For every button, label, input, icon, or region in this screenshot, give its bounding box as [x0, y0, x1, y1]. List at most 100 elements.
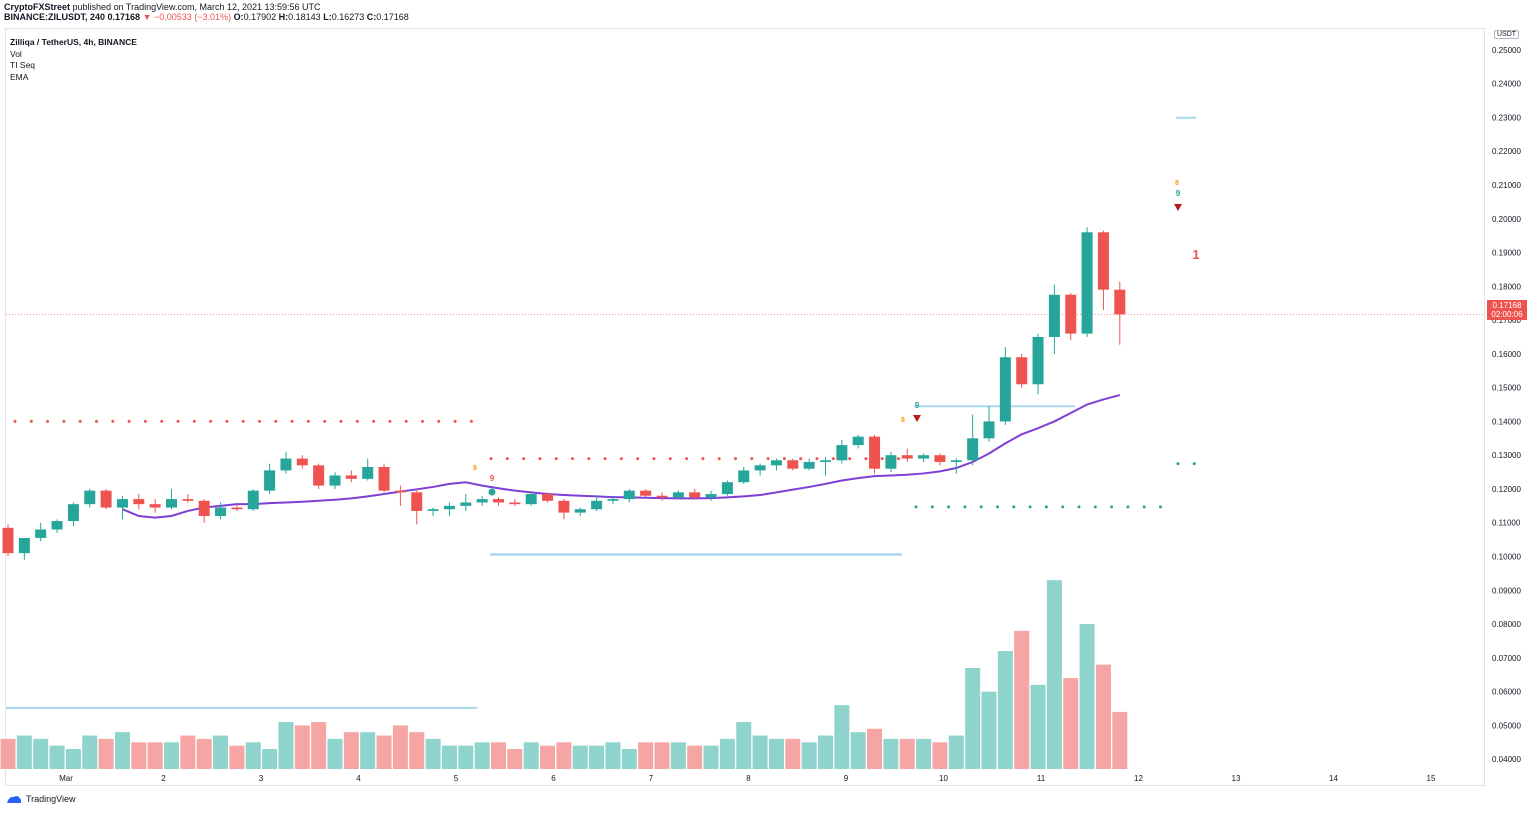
volume-bar — [638, 742, 654, 769]
candle-body — [198, 500, 210, 516]
candle-body — [738, 470, 750, 483]
stop-dot-red — [46, 419, 50, 423]
price-axis-tick: 0.10000 — [1492, 553, 1521, 562]
candle-body — [313, 465, 325, 486]
legend-ema[interactable]: EMA — [10, 71, 29, 82]
price-axis-tick: 0.21000 — [1492, 181, 1521, 190]
volume-bar — [1030, 684, 1046, 769]
candle-body — [1032, 336, 1044, 385]
volume-bar — [719, 738, 735, 769]
volume-bar — [425, 738, 441, 769]
candle-body — [18, 537, 30, 554]
legend-ti-seq[interactable]: TI Seq — [10, 60, 36, 70]
date-axis-tick: 13 — [1232, 774, 1241, 783]
stop-dot-red — [782, 457, 786, 461]
candle-body — [166, 499, 177, 508]
candle-body — [2, 527, 14, 554]
volume-bar — [916, 738, 932, 769]
candle-body — [493, 499, 504, 503]
candle-body — [247, 490, 259, 510]
legend-vol[interactable]: Vol — [10, 48, 22, 59]
chart-header: CryptoFXStreet published on TradingView.… — [4, 2, 409, 22]
volume-bar — [1046, 580, 1062, 769]
candle-body — [820, 460, 831, 462]
stop-dot-green — [1126, 505, 1130, 509]
stop-dot-red — [258, 419, 261, 423]
candle-body — [852, 436, 864, 446]
seq-count-8: 8 — [1175, 180, 1179, 187]
footer-brand: TradingView — [26, 794, 76, 804]
stop-dot-red — [339, 419, 343, 423]
volume-bar — [98, 738, 114, 769]
candle-body — [885, 455, 897, 469]
stop-dot-red — [603, 457, 607, 461]
candle-body — [542, 494, 554, 501]
stop-dot-red — [619, 457, 623, 461]
volume-bar — [458, 745, 474, 769]
date-axis-tick: 2 — [161, 774, 166, 783]
stop-dot-red — [355, 419, 359, 423]
volume-bar — [867, 728, 883, 769]
sell-arrow-icon — [1174, 204, 1182, 211]
candle-body — [591, 500, 603, 510]
volume-bar — [703, 745, 719, 769]
stop-dot-red — [522, 457, 526, 461]
volume-bar — [114, 732, 130, 769]
date-axis-tick: 6 — [551, 774, 556, 783]
price-axis-tick: 0.20000 — [1492, 215, 1521, 224]
stop-dot-red — [489, 457, 493, 461]
stop-dot-red — [505, 457, 509, 461]
high-value: 0.18143 — [288, 12, 321, 22]
candle-body — [264, 470, 276, 491]
volume-bar — [965, 667, 981, 769]
candle-body — [918, 455, 930, 459]
price-change: ▼ −0.00533 (−3.01%) — [142, 12, 232, 22]
price-axis-tick: 0.08000 — [1492, 620, 1521, 629]
tradingview-logo-icon — [7, 796, 21, 803]
candle-body — [67, 504, 79, 522]
stop-dot-red — [241, 419, 245, 423]
stop-dot-red — [815, 457, 819, 461]
candle-body — [869, 436, 881, 469]
volume-bar — [932, 742, 948, 769]
candle-body — [394, 490, 406, 493]
candle-body — [51, 521, 63, 530]
candle-body — [362, 467, 374, 479]
seq-count-9: 9 — [915, 401, 920, 410]
stop-dot-red — [274, 419, 278, 423]
stop-dot-red — [897, 457, 900, 461]
candle-body — [116, 499, 128, 508]
stop-dot-red — [766, 457, 770, 461]
low-value: 0.16273 — [331, 12, 365, 22]
volume-bar — [507, 749, 523, 769]
price-axis-tick: 0.19000 — [1492, 249, 1521, 258]
stop-dot-red — [685, 457, 689, 461]
date-axis-tick: 14 — [1329, 774, 1338, 783]
candle-body — [689, 492, 701, 498]
chart-legend: Zilliqa / TetherUS, 4h, BINANCE Vol TI S… — [10, 37, 137, 83]
volume-bar — [147, 742, 163, 769]
chart-frame[interactable] — [5, 28, 1485, 786]
stop-dot-red — [192, 419, 196, 423]
candle-body — [280, 458, 292, 471]
stop-dot-red — [734, 457, 737, 461]
axis-unit-button[interactable]: USDT — [1494, 30, 1520, 39]
candle-body — [999, 357, 1011, 422]
price-axis-tick: 0.24000 — [1492, 80, 1521, 89]
volume-bar — [131, 742, 147, 769]
stop-dot-green — [1012, 505, 1016, 509]
candle-body — [950, 460, 962, 462]
volume-bar — [556, 742, 572, 769]
candle-body — [443, 505, 455, 510]
sell-arrow-icon — [913, 415, 921, 422]
footer[interactable]: TradingView — [6, 794, 76, 804]
price-axis-tick: 0.11000 — [1492, 519, 1521, 528]
stop-dot-red — [831, 457, 835, 461]
volume-bar — [818, 735, 833, 769]
price-axis-tick: 0.18000 — [1492, 282, 1521, 291]
volume-bar — [213, 735, 229, 769]
volume-bar — [850, 732, 866, 769]
volume-bar — [441, 745, 457, 769]
volume-bar — [180, 735, 196, 769]
